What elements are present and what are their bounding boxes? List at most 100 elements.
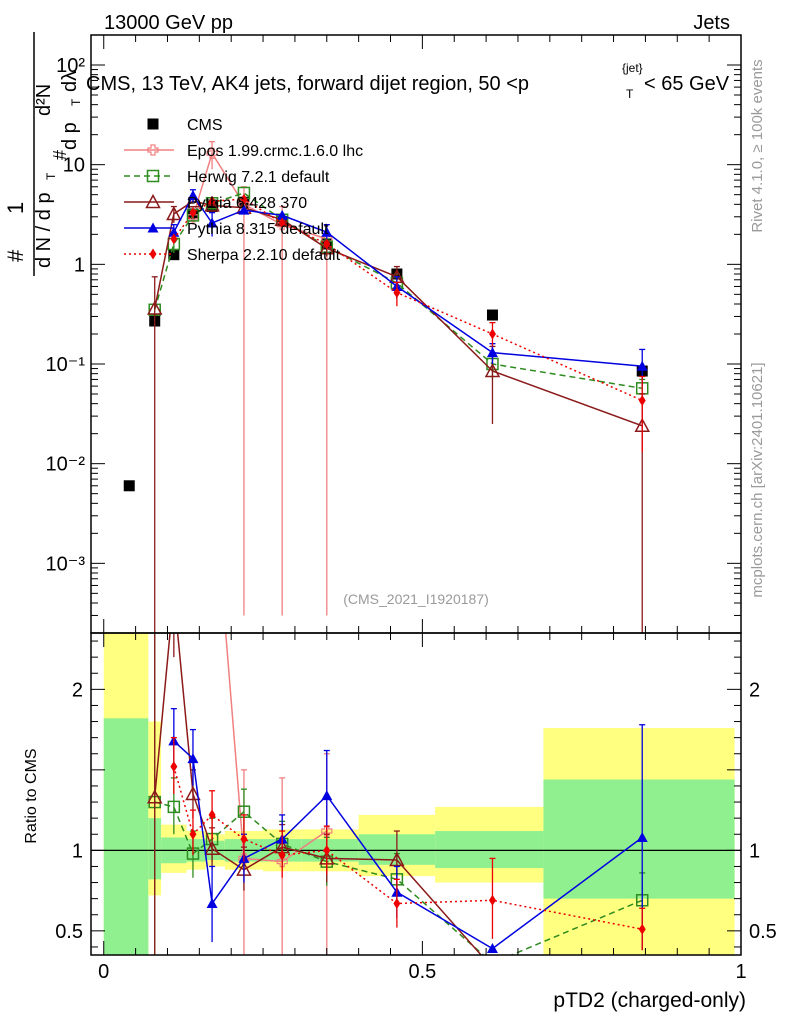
ratio-ytick-label-right-2: 0.5 [749,921,777,943]
ratio-line-epos [224,633,328,863]
main-point-sherpa-2 [208,195,216,207]
legend-marker-pythia8 [147,222,159,233]
ylabel-dpt: d p [59,122,81,150]
main-point-pythia6-0 [146,300,163,315]
ratio-point-herwig-1 [167,800,181,814]
main-line-herwig [153,192,643,390]
ratio-point-sherpa-2 [208,809,216,821]
main-point-cms-9 [486,309,498,321]
ratio-point-pythia8-2 [206,897,218,908]
legend-label-pythia6: Pythia 6.428 370 [187,195,307,212]
main-point-pythia8-7 [486,347,498,358]
ratio-point-epos-3 [321,825,333,837]
legend-entry-sherpa: Sherpa 2.2.10 default [124,247,341,264]
main-series-cms [123,196,648,492]
main-ytick-label-1: 10 [63,155,85,177]
ylabel-hash: # [3,249,28,262]
legend-marker-cms [147,118,159,130]
title-main: CMS, 13 TeV, AK4 jets, forward dijet reg… [86,73,529,95]
main-ytick-label-5: 10⁻³ [46,553,86,575]
main-point-cms-0 [123,480,135,492]
legend-marker-pythia6 [145,193,161,209]
main-point-pythia8-4 [276,209,288,220]
ratio-point-pythia6-1 [167,586,180,598]
main-point-epos-1 [206,147,218,159]
legend: CMS Epos 1.99.crmc.1.6.0 lhc Herwig 7.2.1 … [124,117,363,264]
xtick-label-1: 0.5 [408,961,436,983]
ratio-plot [91,459,741,973]
ratio-ytick-label-left-2: 0.5 [55,921,83,943]
ratio-point-pythia6-3 [204,840,220,855]
legend-marker-epos [147,144,159,156]
legend-entry-epos: Epos 1.99.crmc.1.6.0 lhc [124,143,363,160]
ratio-point-sherpa-5 [323,844,331,856]
legend-entry-pythia8: Pythia 8.315 default [124,221,329,238]
ylabel-t-sub: T [44,172,58,180]
legend-label-herwig: Herwig 7.2.1 default [187,169,330,186]
ratio-point-epos-2 [276,856,288,868]
ratio-ytick-label-right-1: 1 [749,840,760,862]
ylabel-d2n: d²N [33,84,55,116]
ylabel-hash2: # [50,150,70,160]
rivet-version-label: Rivet 4.1.0, ≥ 100k events [749,59,766,232]
main-point-pythia6-1 [166,205,182,221]
legend-entry-cms: CMS [147,117,223,134]
main-ytick-label-0: 10² [56,55,85,77]
main-point-sherpa-6 [393,287,401,299]
ratio-point-pythia6-9 [636,960,649,972]
energy-label: 13000 GeV pp [104,12,233,34]
ratio-ytick-label-left-0: 2 [72,679,83,701]
ratio-point-pythia6-2 [185,785,201,801]
main-point-pythia6-8 [484,362,501,378]
main-point-sherpa-3 [240,193,248,205]
main-series-pythia8 [168,189,648,387]
ylabel-t-sub2: T [69,98,83,106]
ratio-point-pythia6-7 [389,851,405,867]
main-point-sherpa-7 [488,328,496,340]
ratio-frame [90,632,742,956]
category-label: Jets [693,12,730,34]
ratio-point-pythia6-8 [486,961,499,973]
ratio-point-pythia8-1 [187,753,199,764]
title-sup: {jet} [622,61,643,75]
main-point-pythia8-5 [321,226,333,237]
title-sub: T [626,87,634,101]
main-point-pythia8-8 [636,360,648,371]
legend-entry-herwig: Herwig 7.2.1 default [124,169,330,186]
main-ytick-label-4: 10⁻² [46,454,86,476]
x-axis-label: pTD2 (charged-only) [553,989,746,1012]
legend-label-cms: CMS [187,117,223,134]
main-series-sherpa [170,193,646,453]
mcplots-label: mcplots.cern.ch [arXiv:2401.10621] [749,362,766,597]
xtick-label-0: 0 [98,961,109,983]
ratio-point-sherpa-4 [278,849,286,861]
ratio-point-sherpa-6 [393,897,401,909]
ratio-ylabel: Ratio to CMS [23,748,40,843]
ylabel-one: 1 [3,202,28,214]
band-green-0 [103,718,149,955]
ylabel-dn: d N / d p [33,192,55,268]
ratio-point-epos-1 [238,852,250,864]
ratio-point-sherpa-0 [170,761,178,773]
ratio-line-sherpa [173,766,643,930]
main-title: CMS, 13 TeV, AK4 jets, forward dijet reg… [86,61,730,101]
ratio-series-sherpa [170,737,646,951]
xtick-label-2: 1 [735,961,746,983]
ratio-point-epos-0 [207,459,217,469]
ratio-point-sherpa-3 [240,833,248,845]
main-series-group [123,141,650,633]
main-ylabel: # 1 d N / d p T # d²N d p T dλ [3,32,83,276]
main-point-pythia8-1 [187,190,199,201]
ratio-point-pythia8-7 [486,943,498,954]
main-point-sherpa-4 [278,217,286,229]
main-point-cms-2 [168,249,180,261]
legend-label-pythia8: Pythia 8.315 default [187,221,329,238]
main-plot [123,141,650,633]
ratio-ytick-label-right-0: 2 [749,679,760,701]
ratio-point-sherpa-8 [638,923,646,935]
main-ytick-label-3: 10⁻¹ [46,354,86,376]
main-point-sherpa-1 [189,207,197,219]
main-point-pythia8-3 [238,204,250,215]
